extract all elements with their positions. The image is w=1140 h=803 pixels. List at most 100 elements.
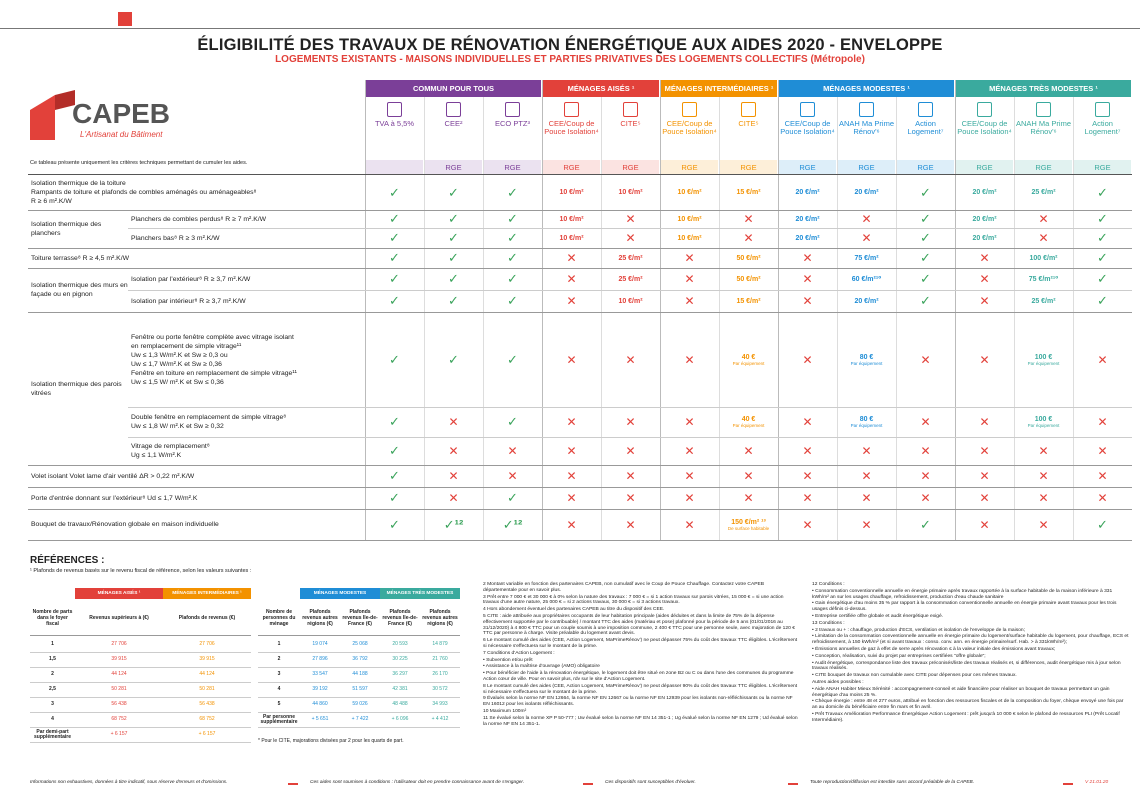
cell-value: 10 €/m²	[559, 215, 584, 223]
cross: ✕	[979, 517, 990, 532]
cross: ✕	[625, 231, 636, 245]
check: ✓	[448, 250, 459, 265]
column-header: CEE/Coup de Pouce Isolation⁴	[544, 119, 599, 136]
cross: ✕	[625, 517, 636, 532]
header-rule	[28, 174, 1132, 175]
cross: ✕	[684, 415, 695, 429]
cross: ✕	[625, 212, 636, 226]
ref-cell: 68 752	[75, 713, 163, 728]
row-label-line: Isolation par intérieur⁸ R ≥ 3,7 m².K/W	[131, 297, 246, 305]
cross: ✕	[448, 415, 459, 429]
check: ✓	[507, 293, 518, 308]
cross: ✕	[566, 415, 577, 429]
footnote: • Audit énergétique, correspondance list…	[812, 660, 1121, 672]
row-label: Vitrage de remplacement⁸ Ug ≤ 1,1 W/m².K	[128, 437, 365, 465]
ref-cell: + 5 651	[300, 713, 340, 728]
row-label-line: Fenêtre ou porte fenêtre complète avec v…	[131, 333, 294, 341]
cell-value: 100 €/m²	[1029, 254, 1058, 262]
ref-cell: 48 488	[380, 698, 420, 713]
cross: ✕	[625, 415, 636, 429]
row-rule	[128, 228, 1132, 229]
column-header: Action Logement⁷	[1084, 119, 1121, 136]
ref-header: Plafonds revenus Ile-de-France (€)	[380, 600, 420, 636]
cross: ✕	[566, 352, 577, 367]
footnote: • Prêt Travaux Amélioration Performance …	[812, 711, 1120, 723]
column-header: CEE/Coup de Pouce Isolation⁴	[662, 119, 717, 136]
ref-cell: 44 124	[75, 668, 163, 683]
cell-note: Par équipement	[732, 360, 765, 366]
ref-cell: 2,5	[30, 683, 75, 698]
cross: ✕	[625, 469, 636, 483]
cross: ✕	[684, 251, 695, 265]
cell-value: 10 €/m²	[618, 189, 643, 196]
cross: ✕	[861, 469, 872, 483]
cross: ✕	[625, 444, 636, 458]
rge-cell: RGE	[779, 160, 836, 174]
check: ✓	[389, 516, 400, 532]
cell-value: 15 €/m²	[736, 297, 761, 305]
ref-group: MÉNAGES MODESTES	[300, 588, 380, 599]
row-label-line: Ug ≤ 1,1 W/m².K	[131, 452, 182, 459]
rge-cell: RGE	[897, 160, 954, 174]
column-icon	[859, 102, 874, 117]
check: ✓	[507, 490, 518, 505]
footnotes: 2 Montant variable en fonction des parte…	[483, 582, 798, 782]
cross: ✕	[625, 352, 636, 367]
column-divider	[601, 97, 602, 540]
cross: ✕	[802, 294, 813, 308]
rge-cell: RGE	[838, 160, 895, 174]
cell-value: 20 €/m²	[854, 189, 879, 196]
ref-cell: 1,5	[30, 653, 75, 668]
check: ✓	[920, 211, 931, 226]
footnote: 4 Hors abondement éventuel des partenair…	[483, 607, 665, 613]
row-rule	[28, 540, 1132, 541]
cross: ✕	[979, 491, 990, 505]
ref-cell: + 6 157	[163, 728, 251, 743]
check: ✓	[448, 211, 459, 226]
cross: ✕	[920, 444, 931, 458]
row-rule	[28, 312, 1132, 313]
ref-cell: 2	[30, 668, 75, 683]
check: ✓	[389, 271, 400, 286]
row-rule	[28, 465, 1132, 466]
cross: ✕	[684, 272, 695, 286]
footer-text: Toute reproduction/diffusion est interdi…	[810, 780, 975, 785]
ref-cell: 2	[258, 653, 300, 668]
ref-header: Nombre de personnes du ménage	[258, 600, 300, 636]
footnote: 7 Conditions d'Action Logement :	[483, 650, 555, 656]
check: ✓	[448, 351, 459, 367]
ref-cell: 5	[258, 698, 300, 713]
cell-value: 25 €/m²	[618, 254, 643, 262]
check: ✓	[389, 184, 400, 200]
check: ✓	[448, 271, 459, 286]
ref-cell: 34 993	[420, 698, 460, 713]
cross: ✕	[802, 251, 813, 265]
ref-cell: Par personne supplémentaire	[258, 713, 300, 728]
ref-cell: 33 547	[300, 668, 340, 683]
logo-name: CAPEB	[72, 98, 171, 129]
row-rule	[28, 248, 1132, 249]
row-label-line: en remplacement de simple vitrage¹¹	[131, 342, 242, 350]
row-label-line: Double fenêtre en remplacement de simple…	[131, 414, 287, 421]
ref-cell: + 6 157	[75, 728, 163, 743]
cross: ✕	[684, 469, 695, 483]
cross: ✕	[507, 469, 518, 483]
footnote: • Assistance à la maîtrise d'ouvrage (AM…	[483, 664, 600, 670]
cell-value: 10 €/m²	[618, 297, 643, 305]
cross: ✕	[802, 352, 813, 367]
cross: ✕	[920, 352, 931, 367]
references-intro: ¹ Plafonds de revenus basés sur le reven…	[30, 568, 252, 574]
footer-text: Ces aides sont soumises à conditions : l…	[310, 780, 525, 785]
row-label: Bouquet de travaux/Rénovation globale en…	[28, 509, 365, 540]
column-icon	[741, 102, 756, 117]
footnote: • 2 travaux ou + : chauffage, production…	[812, 627, 1025, 633]
cell-value: 25 €/m²	[618, 275, 643, 283]
ref-cell: 50 281	[75, 683, 163, 698]
footnote: 13 Conditions :	[812, 620, 845, 626]
ref-cell: 42 381	[380, 683, 420, 698]
check: ✓	[920, 271, 931, 286]
row-rule	[28, 487, 1132, 488]
column-icon	[918, 102, 933, 117]
check: ✓	[507, 351, 518, 367]
check: ✓	[920, 250, 931, 265]
